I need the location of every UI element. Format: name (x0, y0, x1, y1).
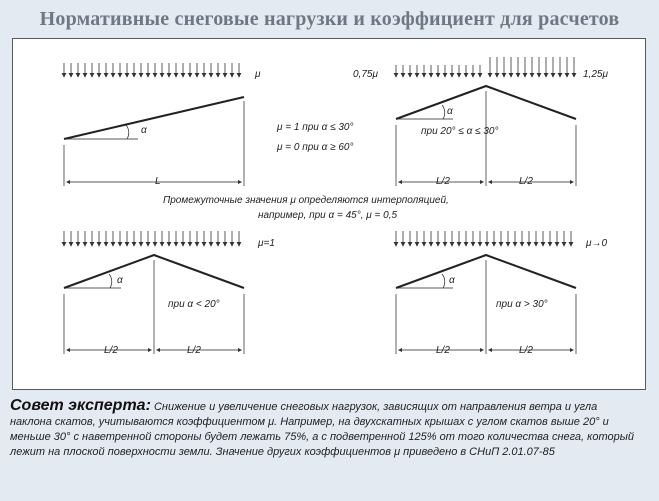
mono-pitch-roof (63, 96, 245, 186)
snow-load-diagram (61, 57, 577, 354)
gable2-angle-label: α (117, 275, 123, 286)
gable1-condition: при 20° ≤ α ≤ 30° (421, 126, 499, 137)
mono-rule-2: μ = 0 при α ≥ 60° (277, 142, 354, 153)
interpolation-note-line1: Промежуточные значения μ определяются ин… (163, 195, 449, 206)
gable-roof-wind (395, 84, 577, 186)
gable1-mu-right: 1,25μ (583, 69, 608, 80)
mono-rule-1: μ = 1 при α ≤ 30° (277, 122, 354, 133)
gable-roof-steep (395, 253, 577, 354)
gable3-mu-label: μ→0 (586, 238, 608, 249)
mono-angle-label: α (141, 125, 147, 136)
gable2-half-right: L/2 (187, 345, 201, 356)
gable1-angle-label: α (447, 106, 453, 117)
gable2-half-left: L/2 (104, 345, 118, 356)
gable3-angle-label: α (449, 275, 455, 286)
gable1-half-left: L/2 (436, 176, 450, 187)
gable2-condition: при α < 20° (168, 299, 220, 310)
page-title: Нормативные снеговые нагрузки и коэффици… (39, 8, 620, 30)
diagram-panel: μ μ = 1 при α ≤ 30° μ = 0 при α ≥ 60° α … (12, 38, 646, 390)
gable3-half-right: L/2 (519, 345, 533, 356)
mono-mu-label: μ (255, 69, 261, 80)
interpolation-note-line2: например, при α = 45°, μ = 0,5 (258, 210, 398, 221)
expert-advice-text: Снижение и увеличение снеговых нагрузок,… (10, 401, 634, 458)
expert-advice-heading: Совет эксперта: (10, 397, 151, 414)
expert-advice: Совет эксперта: Снижение и увеличение сн… (10, 398, 640, 460)
gable3-half-left: L/2 (436, 345, 450, 356)
gable-roof-low-slope (63, 253, 245, 354)
gable1-mu-left: 0,75μ (353, 69, 378, 80)
gable1-half-right: L/2 (519, 176, 533, 187)
gable3-condition: при α > 30° (496, 299, 548, 310)
gable2-mu-label: μ=1 (258, 238, 275, 249)
mono-span-label: L (155, 176, 161, 187)
